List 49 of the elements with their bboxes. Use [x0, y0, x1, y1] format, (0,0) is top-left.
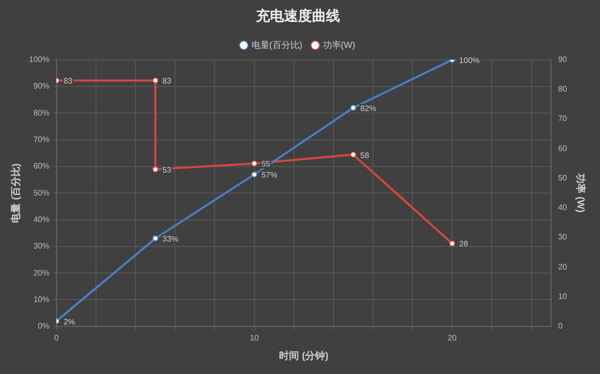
data-label: 58 [360, 150, 370, 160]
x-tick-label: 20 [448, 333, 458, 342]
y-tick-label: 90% [33, 82, 50, 91]
point [152, 78, 158, 84]
point [350, 104, 356, 111]
y2-axis-title: 功率 (W) [574, 172, 586, 213]
data-label: 28 [459, 240, 469, 249]
data-label: 83 [63, 76, 73, 86]
y-tick-label: 100% [28, 55, 50, 64]
y2-tick-label: 90 [558, 55, 568, 64]
data-label: 33% [162, 234, 178, 244]
y2-tick-label: 30 [558, 232, 568, 242]
x-axis-title: 时间 (分钟) [279, 350, 329, 362]
point [152, 235, 158, 242]
y-tick-label: 40% [33, 214, 50, 224]
x-tick-label: 10 [250, 333, 260, 342]
y-tick-label: 20% [33, 268, 50, 278]
point [350, 152, 356, 158]
data-label: 2% [63, 317, 76, 326]
data-label: 83 [162, 76, 172, 86]
y-tick-label: 80% [33, 108, 50, 118]
y2-tick-label: 50 [558, 173, 568, 182]
data-label: 82% [360, 104, 376, 113]
point [449, 240, 456, 246]
y-tick-label: 30% [33, 242, 50, 251]
y2-tick-label: 70 [558, 114, 568, 124]
y2-tick-label: 0 [558, 322, 564, 331]
data-label: 55 [261, 160, 271, 169]
chart-title: 充电速度曲线 [255, 7, 340, 24]
y2-tick-label: 80 [558, 84, 568, 94]
data-label: 53 [162, 166, 172, 175]
y-tick-label: 10% [33, 294, 50, 304]
y-tick-label: 60% [33, 162, 50, 171]
y-tick-label: 0% [38, 322, 50, 331]
y2-tick-label: 60 [558, 144, 568, 153]
y-tick-label: 70% [33, 134, 50, 144]
y-tick-label: 50% [33, 188, 50, 198]
y-axis-title: 电量 (百分比) [10, 163, 22, 223]
point [251, 160, 258, 166]
point [251, 171, 258, 178]
x-tick-label: 0 [54, 333, 60, 342]
y2-tick-label: 40 [558, 203, 568, 212]
legend-label: 电量(百分比) [251, 40, 302, 50]
data-label: 100% [459, 56, 480, 66]
legend-label: 功率(W) [322, 40, 356, 50]
data-label: 57% [261, 170, 278, 180]
y2-tick-label: 20 [558, 262, 568, 272]
point [152, 166, 158, 172]
y2-tick-label: 10 [558, 292, 568, 301]
